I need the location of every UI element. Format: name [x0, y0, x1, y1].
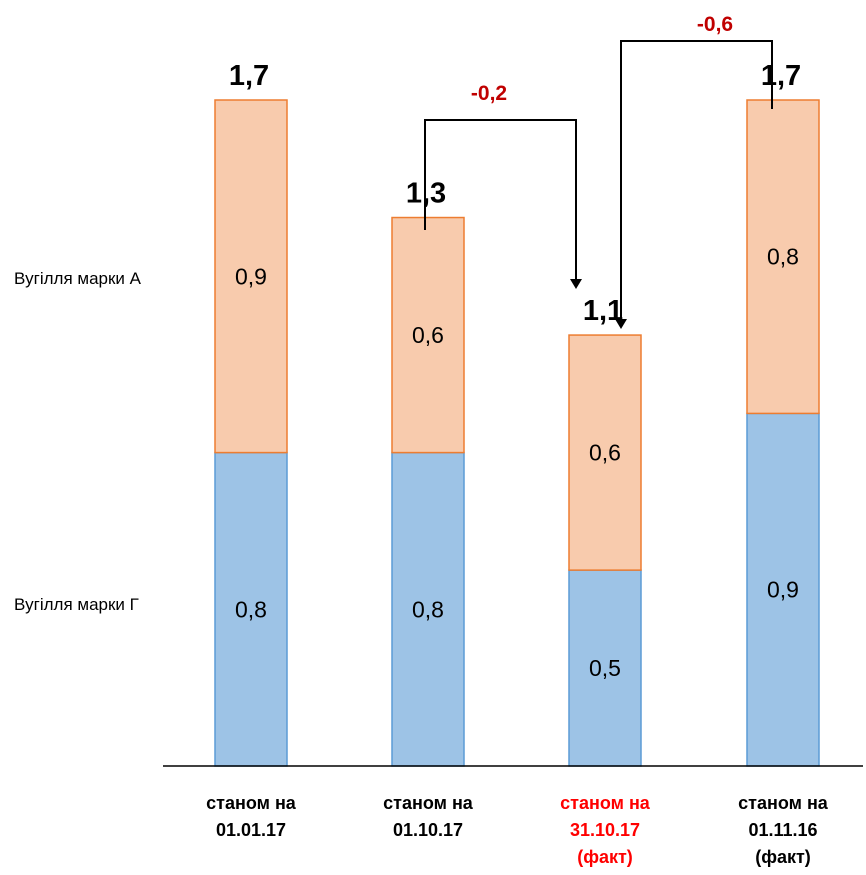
bar-segment-g-4	[746, 412, 820, 767]
bar-segment-a-4	[746, 99, 820, 415]
legend-label-g: Вугілля марки Г	[14, 595, 139, 614]
segment-value-label: 0,9	[235, 263, 267, 289]
category-label: станом на	[206, 793, 297, 813]
segment-value-label: 0,8	[412, 596, 444, 622]
category-label: станом на	[383, 793, 474, 813]
segment-value-label: 0,9	[767, 577, 799, 603]
category-label: 01.11.16	[748, 820, 817, 840]
category-label: (факт)	[577, 847, 633, 867]
difference-bracket-1	[424, 119, 577, 281]
segment-value-label: 0,5	[589, 655, 621, 681]
bar-segment-g-1	[214, 451, 288, 767]
bar-segment-a-3	[568, 334, 642, 571]
difference-bracket-2	[620, 40, 773, 321]
arrowhead-icon	[570, 279, 582, 289]
difference-label: -0,2	[471, 82, 507, 105]
category-label: 01.01.17	[216, 820, 286, 840]
segment-value-label: 0,8	[235, 596, 267, 622]
bar-segment-a-1	[214, 99, 288, 454]
category-label: 31.10.17	[570, 820, 640, 840]
segment-value-label: 0,8	[767, 244, 799, 270]
segment-value-label: 0,6	[589, 440, 621, 466]
category-label: 01.10.17	[393, 820, 463, 840]
legend-label-a: Вугілля марки А	[14, 269, 142, 288]
category-label: (факт)	[755, 847, 811, 867]
total-value-label: 1,7	[761, 60, 801, 92]
category-label: станом на	[738, 793, 829, 813]
segment-value-label: 0,6	[412, 322, 444, 348]
difference-label: -0,6	[697, 13, 733, 36]
total-value-label: 1,7	[229, 60, 269, 92]
total-value-label: 1,1	[583, 295, 623, 327]
bar-segment-a-2	[391, 216, 465, 454]
category-label: станом на	[560, 793, 651, 813]
arrowhead-icon	[615, 319, 627, 329]
